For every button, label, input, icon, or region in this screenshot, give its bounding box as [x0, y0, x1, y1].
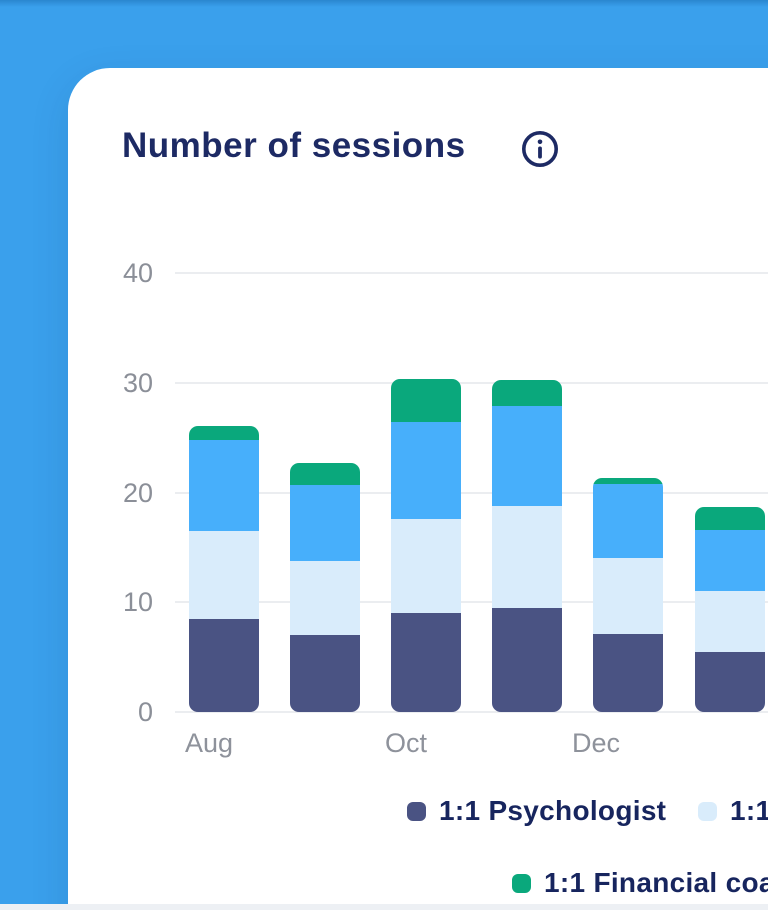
- bottom-strip: [0, 904, 768, 910]
- x-tick-dec: Dec: [571, 728, 621, 758]
- legend-label-light-blue: 1:1: [730, 795, 768, 826]
- y-tick-40: 40: [122, 258, 153, 288]
- y-tick-20: 20: [122, 478, 153, 508]
- bar-segment: [593, 478, 663, 484]
- bar-segment: [695, 651, 765, 712]
- y-tick-10: 10: [122, 587, 153, 617]
- legend-item-financial-coach[interactable]: 1:1 Financial coa: [512, 868, 768, 898]
- bar-segment: [290, 462, 360, 485]
- legend-swatch-financial-coach: [512, 873, 531, 893]
- bar-segment: [189, 530, 259, 619]
- bar-segment: [290, 484, 360, 561]
- bar-segment: [391, 613, 461, 712]
- bar-segment: [290, 635, 360, 712]
- page-title: Number of sessions: [122, 126, 466, 165]
- x-tick-oct: Oct: [384, 728, 428, 758]
- legend-swatch-psychologist: [407, 801, 426, 821]
- bar-segment: [189, 425, 259, 440]
- bar-stack-aug[interactable]: [189, 425, 259, 712]
- y-tick-30: 30: [122, 368, 153, 398]
- bar-segment: [492, 607, 562, 712]
- bar-segment: [492, 505, 562, 608]
- bar-stack-month-2[interactable]: [290, 462, 360, 712]
- legend-swatch-light-blue: [698, 801, 717, 821]
- bar-segment: [695, 506, 765, 530]
- legend-label-psychologist: 1:1 Psychologist: [439, 795, 667, 826]
- bar-segment: [290, 560, 360, 636]
- bar-segment: [593, 558, 663, 635]
- bar-segment: [695, 591, 765, 652]
- bar-segment: [492, 379, 562, 406]
- bar-segment: [593, 634, 663, 712]
- bar-stack-month-6[interactable]: [695, 506, 765, 712]
- gridline-20: [175, 491, 768, 494]
- info-circle-icon[interactable]: [520, 129, 560, 169]
- x-tick-aug: Aug: [184, 728, 234, 758]
- bar-segment: [189, 439, 259, 531]
- top-strip: [0, 0, 768, 7]
- bar-segment: [391, 422, 461, 519]
- gridline-30: [175, 381, 768, 384]
- bar-segment: [492, 405, 562, 506]
- bar-stack-dec[interactable]: [593, 478, 663, 712]
- y-tick-0: 0: [137, 697, 153, 727]
- gridline-0: [175, 711, 768, 713]
- legend-item-light-blue[interactable]: 1:1: [698, 796, 768, 826]
- bar-stack-oct[interactable]: [391, 379, 461, 712]
- bar-segment: [391, 379, 461, 423]
- bar-segment: [695, 529, 765, 592]
- plot-area: [175, 272, 768, 713]
- legend-item-psychologist[interactable]: 1:1 Psychologist: [407, 796, 666, 826]
- bar-stack-month-4[interactable]: [492, 379, 562, 712]
- gridline-10: [175, 601, 768, 604]
- gridline-40: [175, 272, 768, 274]
- bar-segment: [593, 483, 663, 559]
- bar-segment: [391, 518, 461, 614]
- legend-label-financial-coach: 1:1 Financial coa: [544, 867, 768, 898]
- sessions-card: Number of sessions 40 30 20 10 0 Aug Oct…: [68, 68, 768, 910]
- bar-segment: [189, 618, 259, 712]
